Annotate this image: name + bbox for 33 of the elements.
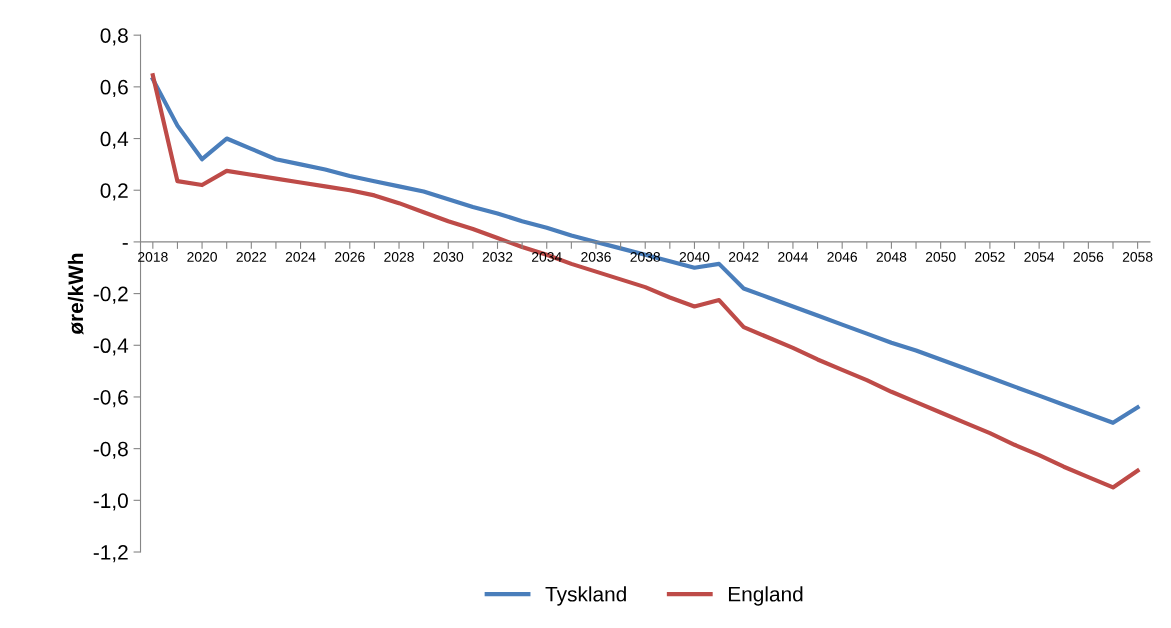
- x-tick-label: 2056: [1073, 251, 1104, 262]
- x-tick-label: 2048: [876, 251, 907, 262]
- x-tick-label: 2026: [335, 251, 365, 262]
- y-tick-label: 0,4: [100, 131, 129, 149]
- y-tick-label: -0,6: [93, 389, 128, 408]
- x-tick-label: 2058: [1122, 251, 1153, 262]
- y-tick-label: -0,8: [93, 441, 128, 459]
- y-tick-label: -0,4: [93, 338, 129, 356]
- x-tick-label: 2028: [384, 251, 414, 262]
- y-tick-label: -0,2: [93, 286, 128, 304]
- x-tick-label: 2050: [925, 251, 956, 262]
- legend-label: Tyskland: [545, 586, 626, 606]
- y-tick-label: -1,2: [93, 545, 128, 563]
- y-tick-label: 0,2: [100, 183, 128, 201]
- x-tick-label: 2032: [482, 251, 513, 262]
- y-tick-label: -1,0: [93, 493, 128, 511]
- x-tick-label: 2054: [1024, 251, 1055, 262]
- x-tick-label: 2018: [138, 251, 168, 262]
- x-tick-label: 2044: [778, 251, 808, 262]
- x-tick-label: 2022: [236, 251, 267, 262]
- x-tick-label: 2042: [728, 251, 759, 262]
- x-tick-label: 2020: [187, 251, 217, 262]
- y-tick-label: 0,8: [100, 28, 128, 46]
- x-tick-label: 2040: [679, 251, 710, 262]
- x-tick-label: 2052: [975, 251, 1005, 262]
- x-tick-label: 2046: [827, 251, 858, 262]
- y-tick-label: 0,6: [100, 79, 128, 98]
- legend-label: England: [728, 586, 803, 606]
- y-tick-label: -: [122, 243, 128, 245]
- y-axis-title: øre/kWh: [67, 253, 84, 335]
- x-tick-label: 2030: [433, 251, 464, 262]
- x-tick-label: 2036: [581, 251, 611, 262]
- x-tick-label: 2024: [285, 251, 316, 262]
